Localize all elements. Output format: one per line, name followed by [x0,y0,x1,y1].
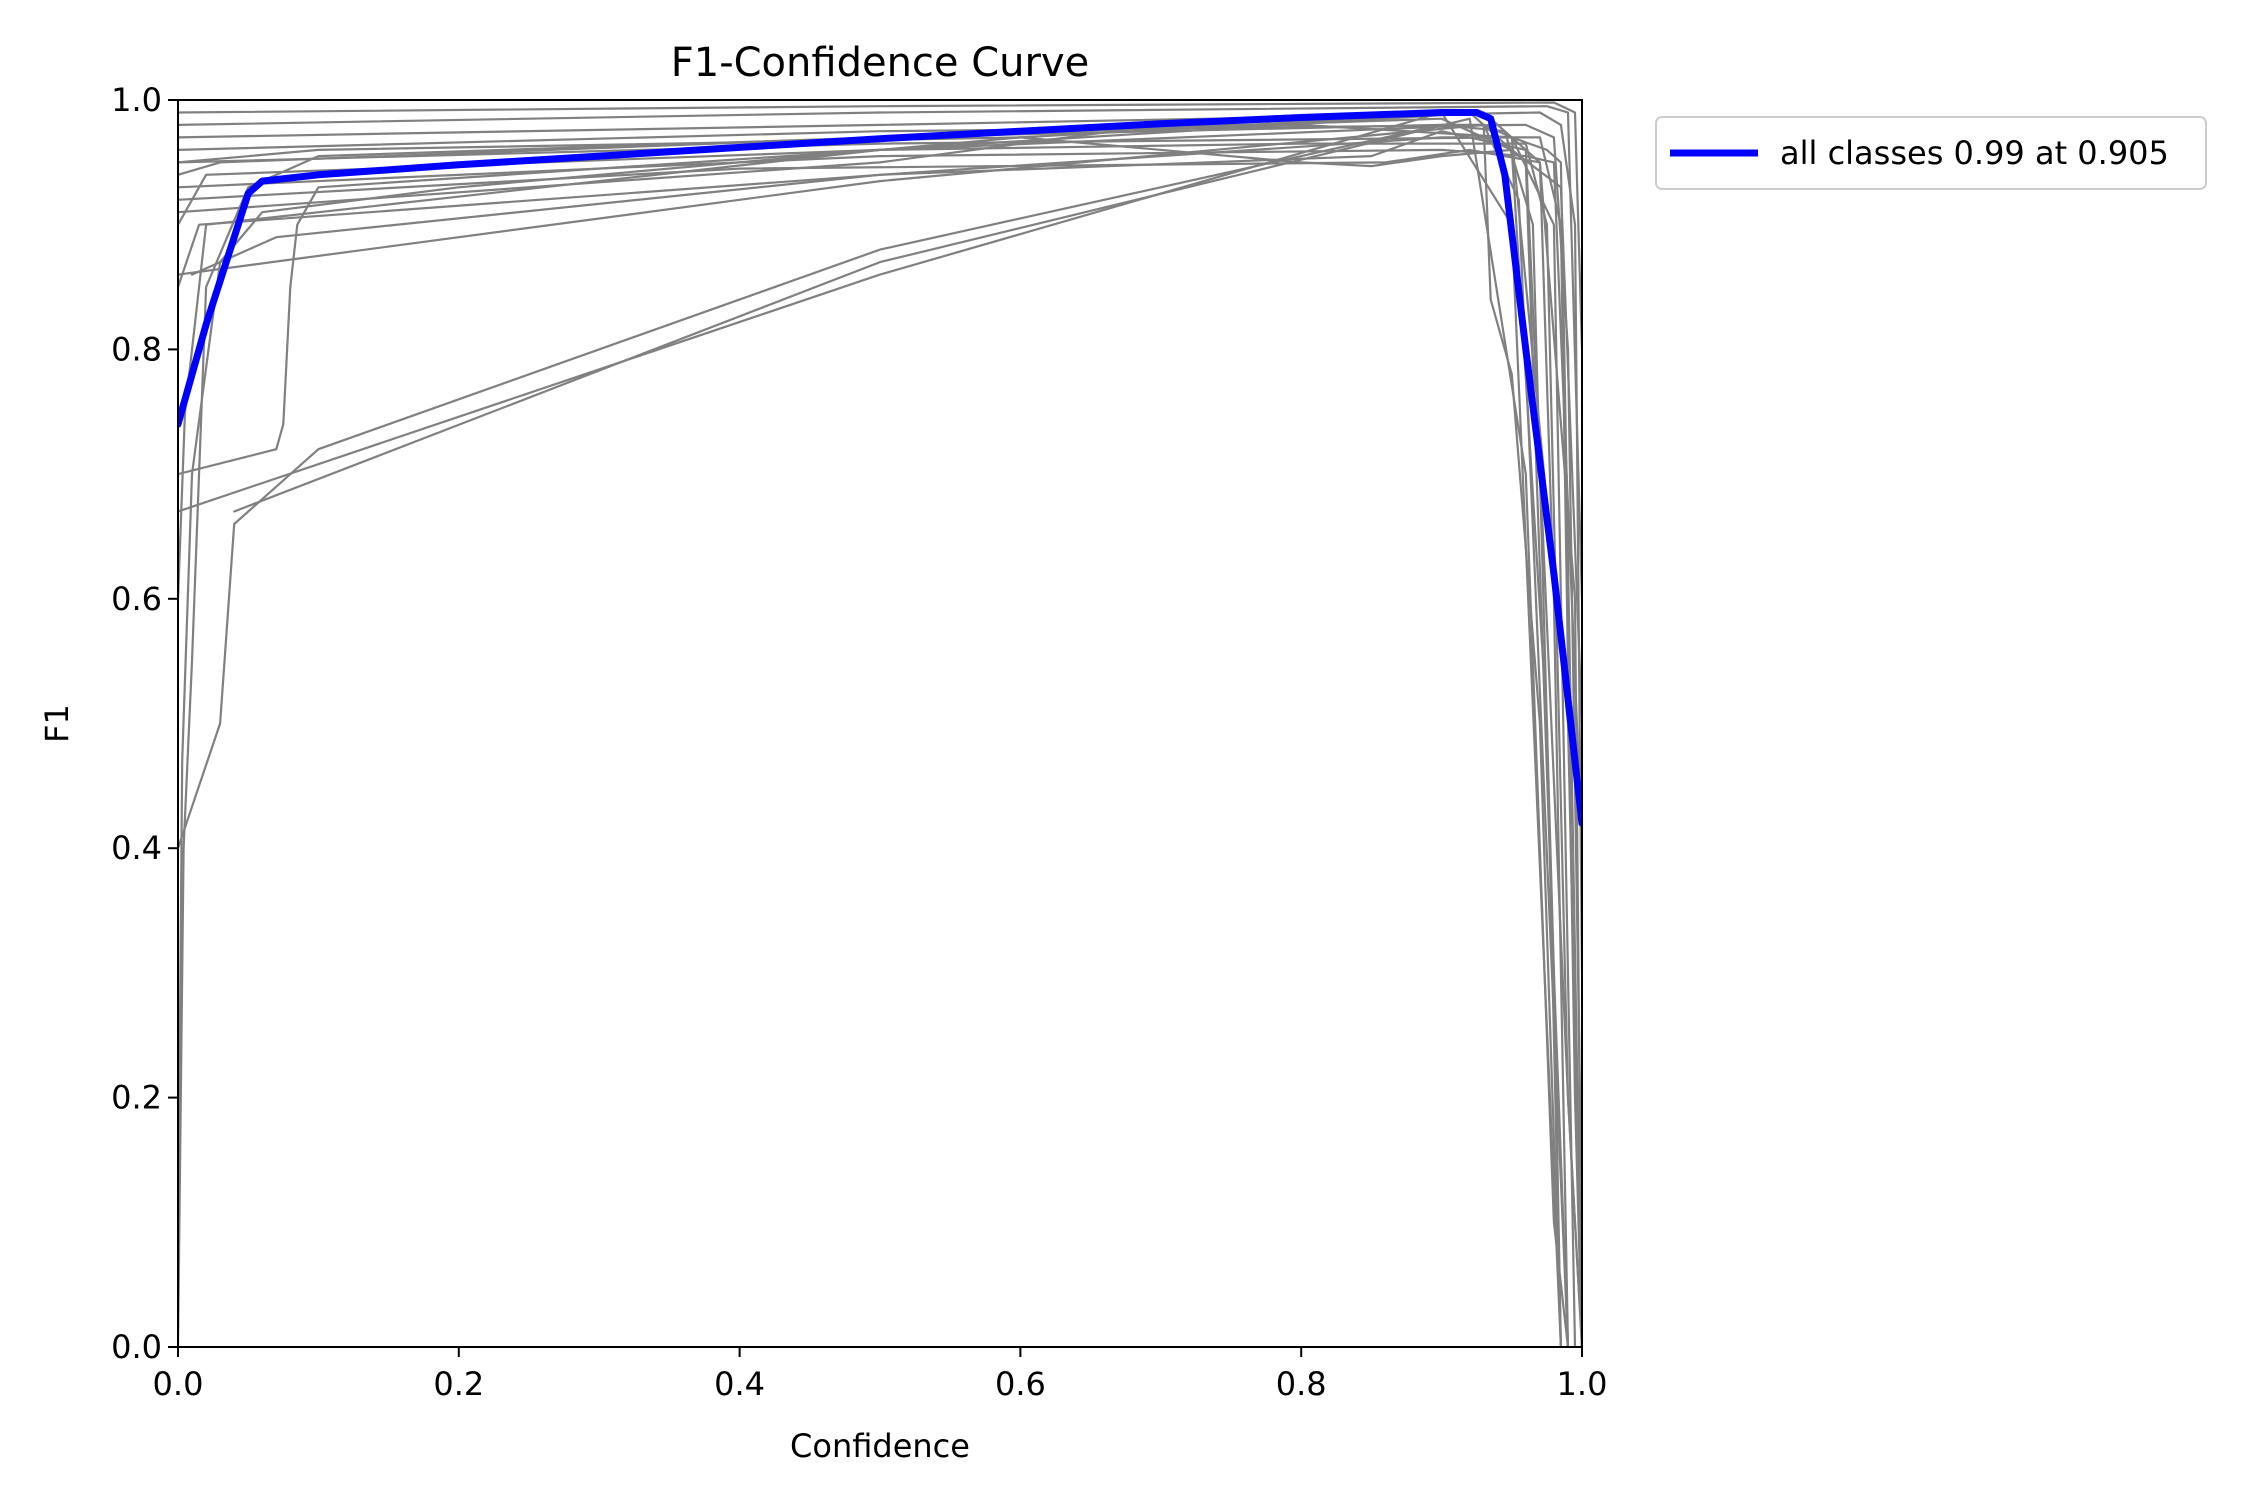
x-tick-label: 0.2 [433,1365,484,1403]
all-classes-curve-group [178,109,1582,827]
class-curve-5 [233,117,1570,1347]
legend-label: all classes 0.99 at 0.905 [1780,134,2169,172]
all-classes-curve [178,109,1582,827]
legend-box [1655,116,2207,190]
class-curve-20 [178,136,1582,1347]
y-tick-label: 0.4 [111,829,162,867]
y-tick-label: 0.2 [111,1079,162,1117]
class-curve-16 [178,101,1582,351]
x-axis-label: Confidence [790,1427,970,1465]
x-tick-label: 0.4 [714,1365,765,1403]
class-curve-15 [178,105,1582,600]
class-curve-10 [178,148,1582,1347]
class-curve-18 [178,142,1582,1347]
y-axis-ticks: 0.0 0.2 0.4 0.6 0.8 1.0 [111,81,178,1366]
y-tick-label: 0.6 [111,580,162,618]
plot-area [178,101,1582,1347]
x-tick-label: 0.8 [1276,1365,1327,1403]
class-curve-17 [178,123,1562,1347]
class-curve-19 [178,136,1582,725]
y-axis-label: F1 [38,704,76,743]
y-tick-label: 1.0 [111,81,162,119]
chart-title: F1-Confidence Curve [671,40,1090,86]
x-tick-label: 1.0 [1557,1365,1608,1403]
legend: all classes 0.99 at 0.905 [1655,116,2207,190]
x-tick-label: 0.0 [153,1365,204,1403]
axes-frame [177,99,1583,1348]
x-axis-ticks: 0.0 0.2 0.4 0.6 0.8 1.0 [153,1347,1608,1403]
x-tick-label: 0.6 [995,1365,1046,1403]
y-tick-label: 0.0 [111,1328,162,1366]
class-curve-13 [178,123,1582,1224]
class-curve-14 [178,111,1582,974]
y-tick-label: 0.8 [111,330,162,368]
